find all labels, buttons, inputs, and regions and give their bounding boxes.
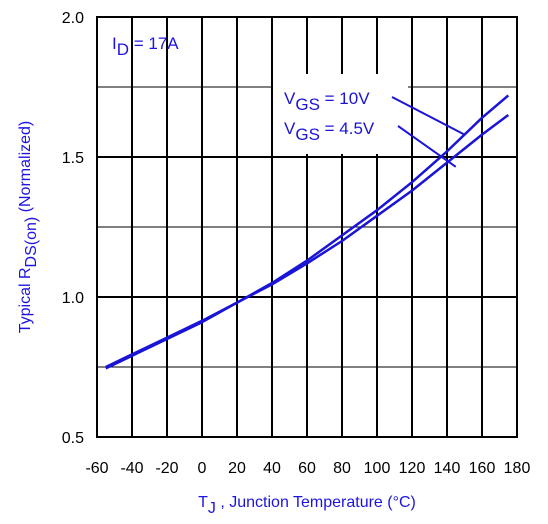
legend-label-sub: GS <box>295 95 320 114</box>
x-axis-label-sub: J <box>208 500 216 517</box>
y-axis-label: Typical RDS(on) (Normalized) <box>17 121 40 334</box>
x-tick-label: 180 <box>504 460 531 477</box>
series-line-2 <box>105 113 510 369</box>
y-axis-label-rest: (Normalized) <box>17 121 34 217</box>
y-axis-label-sub: DS(on) <box>23 217 40 268</box>
y-tick-label: 1.0 <box>62 290 84 307</box>
legend-label-sub: GS <box>295 125 320 144</box>
y-tick-label: 1.5 <box>62 150 84 167</box>
series-lines <box>105 94 510 370</box>
x-tick-label: 20 <box>228 460 246 477</box>
condition-label-sub: D <box>117 40 129 59</box>
legend-label-main: V <box>284 119 296 138</box>
legend-leader-2 <box>397 125 457 168</box>
x-tick-label: -60 <box>85 460 108 477</box>
legend-box <box>273 74 408 154</box>
x-tick-label: 100 <box>364 460 391 477</box>
legend-label-main: V <box>284 89 296 108</box>
condition-label-rest: = 17A <box>129 34 179 53</box>
legend-label-1: VGS = 10V <box>284 89 370 114</box>
condition-label-main: I <box>112 34 117 53</box>
y-axis-label-main: Typical R <box>17 267 34 333</box>
x-tick-label: 120 <box>399 460 426 477</box>
legend-label-rest: = 4.5V <box>320 119 375 138</box>
series-line-1 <box>105 94 510 370</box>
x-tick-label: 140 <box>434 460 461 477</box>
x-axis-label-rest: , Junction Temperature (°C) <box>216 494 416 511</box>
x-axis-label-main: T <box>198 494 208 511</box>
x-tick-label: 80 <box>333 460 351 477</box>
x-tick-labels: -60 -40 -20 0 20 40 60 80 100 120 140 160 180 <box>85 460 530 477</box>
x-axis-label: TJ , Junction Temperature (°C) <box>198 494 416 517</box>
x-tick-label: 60 <box>298 460 316 477</box>
legend-label-2: VGS = 4.5V <box>284 119 375 144</box>
x-tick-label: 0 <box>198 460 207 477</box>
x-tick-label: 40 <box>263 460 281 477</box>
x-tick-label: 160 <box>469 460 496 477</box>
legend-label-rest: = 10V <box>320 89 370 108</box>
condition-label: ID = 17A <box>112 34 179 59</box>
plot-frame <box>96 16 518 438</box>
legend-leader-1 <box>391 96 465 136</box>
x-tick-label: -40 <box>120 460 143 477</box>
y-tick-label: 0.5 <box>62 430 84 447</box>
y-tick-label: 2.0 <box>62 10 84 27</box>
x-tick-label: -20 <box>155 460 178 477</box>
y-tick-labels: 0.5 1.0 1.5 2.0 <box>62 10 84 447</box>
